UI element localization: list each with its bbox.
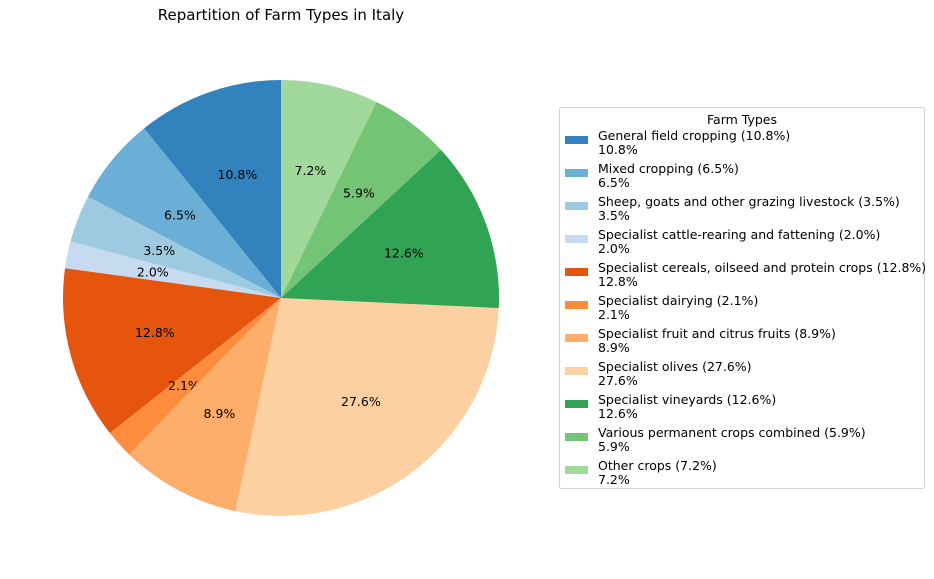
legend-label-name: General field cropping (10.8%): [598, 128, 791, 143]
legend-label-name: Specialist vineyards (12.6%): [598, 392, 777, 407]
slice-percent-label: 12.6%: [384, 246, 424, 261]
slice-percent-label: 2.1%: [168, 378, 200, 393]
chart-title: Repartition of Farm Types in Italy: [157, 6, 405, 24]
slice-percent-label: 5.9%: [343, 186, 375, 201]
legend-label-name: Specialist olives (27.6%): [598, 359, 752, 374]
legend-label-name: Specialist dairying (2.1%): [598, 293, 759, 308]
legend-label-name: Sheep, goats and other grazing livestock…: [598, 194, 900, 209]
legend-item: Specialist fruit and citrus fruits (8.9%…: [560, 327, 924, 360]
legend-item: Specialist vineyards (12.6%) 12.6%: [560, 393, 924, 426]
slice-percent-label: 27.6%: [341, 394, 381, 409]
legend-label: Sheep, goats and other grazing livestock…: [598, 195, 900, 223]
pie-slice: [281, 80, 377, 298]
legend-label: Specialist olives (27.6%) 27.6%: [598, 360, 752, 388]
legend-label: Specialist cereals, oilseed and protein …: [598, 261, 926, 289]
legend: Farm Types General field cropping (10.8%…: [559, 107, 926, 492]
pie-slice: [70, 196, 281, 298]
legend-label: Mixed cropping (6.5%) 6.5%: [598, 162, 739, 190]
slice-percent-label: 2.0%: [137, 265, 169, 280]
slice-percent-label: 6.5%: [164, 208, 196, 223]
legend-label-name: Mixed cropping (6.5%): [598, 161, 739, 176]
legend-swatch: [565, 268, 588, 276]
legend-label-percent: 6.5%: [598, 175, 630, 190]
pie-slice: [109, 298, 281, 455]
legend-swatch: [565, 169, 588, 177]
legend-label: Specialist cattle-rearing and fattening …: [598, 228, 880, 256]
legend-item: General field cropping (10.8%) 10.8%: [560, 129, 924, 162]
legend-swatch: [565, 433, 588, 441]
legend-swatch: [565, 301, 588, 309]
legend-item: Sheep, goats and other grazing livestock…: [560, 195, 924, 228]
legend-swatch: [565, 136, 588, 144]
legend-swatch: [565, 466, 588, 474]
slice-percent-label: 12.8%: [135, 325, 175, 340]
legend-label-name: Various permanent crops combined (5.9%): [598, 425, 866, 440]
legend-item: Various permanent crops combined (5.9%) 5…: [560, 426, 924, 459]
legend-items: General field cropping (10.8%) 10.8% Mixed…: [560, 129, 926, 492]
legend-item: Specialist dairying (2.1%) 2.1%: [560, 294, 924, 327]
legend-item: Mixed cropping (6.5%) 6.5%: [560, 162, 924, 195]
legend-label-percent: 7.2%: [598, 472, 630, 487]
legend-label-percent: 3.5%: [598, 208, 630, 223]
legend-label-percent: 12.8%: [598, 274, 638, 289]
legend-label: Various permanent crops combined (5.9%) 5…: [598, 426, 866, 454]
legend-label-percent: 2.0%: [598, 241, 630, 256]
legend-label-percent: 12.6%: [598, 406, 638, 421]
legend-label-percent: 2.1%: [598, 307, 630, 322]
legend-item: Specialist olives (27.6%) 27.6%: [560, 360, 924, 393]
legend-label-name: Specialist fruit and citrus fruits (8.9%…: [598, 326, 836, 341]
legend-label-name: Other crops (7.2%): [598, 458, 717, 473]
legend-swatch: [565, 202, 588, 210]
legend-label: Other crops (7.2%) 7.2%: [598, 459, 717, 487]
slice-percent-label: 3.5%: [143, 243, 175, 258]
pie-slice: [144, 80, 281, 298]
pie-chart: 10.8% 6.5% 3.5% 2.0% 12.8% 2.1% 8.9% 27.6% 12.6%…: [63, 80, 499, 516]
legend-title: Farm Types: [707, 112, 777, 127]
legend-swatch: [565, 400, 588, 408]
legend-swatch: [565, 235, 588, 243]
legend-label-percent: 27.6%: [598, 373, 638, 388]
pie-slice: [65, 241, 281, 298]
pie-slice: [87, 128, 281, 298]
pie-slice: [281, 149, 499, 308]
legend-label-name: Specialist cattle-rearing and fattening …: [598, 227, 881, 242]
legend-item: Specialist cereals, oilseed and protein …: [560, 261, 926, 294]
legend-label-percent: 10.8%: [598, 142, 638, 157]
pie-slice: [281, 101, 441, 298]
legend-label: Specialist vineyards (12.6%) 12.6%: [598, 393, 776, 421]
pie-slice: [129, 298, 281, 512]
slice-percent-label: 10.8%: [218, 167, 258, 182]
legend-swatch: [565, 367, 588, 375]
legend-label-percent: 8.9%: [598, 340, 630, 355]
slice-percent-label: 7.2%: [295, 163, 327, 178]
legend-label-name: Specialist cereals, oilseed and protein …: [598, 260, 927, 275]
legend-item: Specialist cattle-rearing and fattening …: [560, 228, 924, 261]
legend-label: General field cropping (10.8%) 10.8%: [598, 129, 790, 157]
slice-percent-label: 8.9%: [204, 406, 236, 421]
legend-label: Specialist fruit and citrus fruits (8.9%…: [598, 327, 836, 355]
pie-slice: [235, 298, 499, 516]
legend-swatch: [565, 334, 588, 342]
legend-item: Other crops (7.2%) 7.2%: [560, 459, 924, 492]
pie-slice: [63, 268, 282, 434]
legend-label-percent: 5.9%: [598, 439, 630, 454]
legend-label: Specialist dairying (2.1%) 2.1%: [598, 294, 758, 322]
